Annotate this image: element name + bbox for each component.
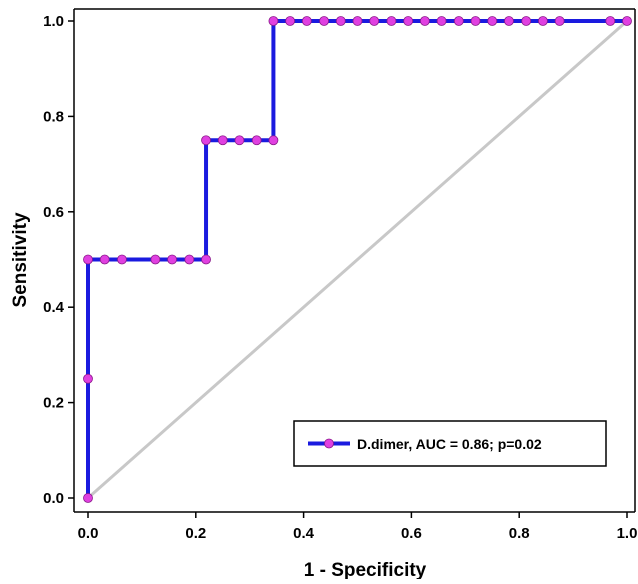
y-tick-label-4: 0.8 [43, 108, 64, 125]
y-axis-title: Sensitivity [10, 212, 31, 307]
x-tick-label-2: 0.4 [293, 525, 315, 542]
x-axis-title: 1 - Specificity [304, 560, 427, 579]
legend: D.dimer, AUC = 0.86; p=0.02 [293, 420, 607, 467]
data-point-0-31 [554, 16, 565, 26]
x-tick-label-4: 0.8 [509, 525, 530, 542]
reference-diagonal-group [87, 19, 628, 500]
data-point-0-20 [369, 16, 380, 26]
data-point-0-21 [386, 16, 397, 26]
plot-frame-group [73, 8, 636, 513]
data-point-0-25 [453, 16, 464, 26]
data-point-0-5 [150, 254, 161, 265]
data-point-0-8 [201, 254, 211, 265]
data-point-0-27 [487, 16, 498, 26]
data-point-0-29 [521, 16, 532, 26]
y-tick-label-2: 0.4 [43, 299, 65, 316]
data-point-0-12 [251, 135, 262, 146]
data-point-0-4 [117, 254, 127, 265]
ticks-group: 0.0 0.2 0.4 0.6 0.8 1.0 0.0 0.2 0.4 0.6 0.8 1.0 [43, 13, 637, 542]
y-tick-label-0: 0.0 [43, 490, 64, 507]
data-point-0-32 [605, 16, 616, 26]
data-point-0-24 [436, 16, 447, 26]
data-point-0-17 [319, 16, 329, 26]
y-tick-label-5: 1.0 [43, 13, 64, 30]
data-point-0-18 [335, 16, 346, 26]
y-tick-label-3: 0.6 [43, 204, 64, 221]
x-tick-label-1: 0.2 [185, 525, 206, 542]
data-point-0-11 [234, 135, 245, 146]
reference-diagonal-line [87, 19, 628, 500]
data-point-0-26 [470, 16, 481, 26]
data-point-0-6 [167, 254, 177, 265]
series-line-0 [86, 19, 627, 498]
data-point-0-9 [201, 135, 211, 146]
data-point-0-7 [184, 254, 195, 265]
series-group [83, 16, 632, 503]
data-point-0-14 [268, 16, 279, 26]
data-point-0-13 [268, 135, 279, 146]
data-point-0-2 [83, 254, 93, 265]
data-point-0-33 [622, 16, 632, 26]
y-tick-label-1: 0.2 [43, 395, 64, 412]
data-point-0-28 [504, 16, 514, 26]
x-tick-label-0: 0.0 [78, 525, 99, 542]
legend-label: D.dimer, AUC = 0.86; p=0.02 [357, 436, 542, 452]
data-point-0-22 [403, 16, 414, 26]
legend-marker [324, 438, 334, 449]
x-tick-label-5: 1.0 [617, 525, 638, 542]
data-point-0-1 [83, 373, 93, 384]
data-point-0-10 [217, 135, 228, 146]
data-point-0-19 [352, 16, 363, 26]
data-point-0-30 [538, 16, 548, 26]
x-tick-label-3: 0.6 [401, 525, 422, 542]
data-point-0-15 [285, 16, 296, 26]
data-point-0-0 [83, 493, 93, 503]
data-point-0-3 [99, 254, 110, 265]
data-point-0-23 [419, 16, 430, 26]
data-point-0-16 [301, 16, 312, 26]
